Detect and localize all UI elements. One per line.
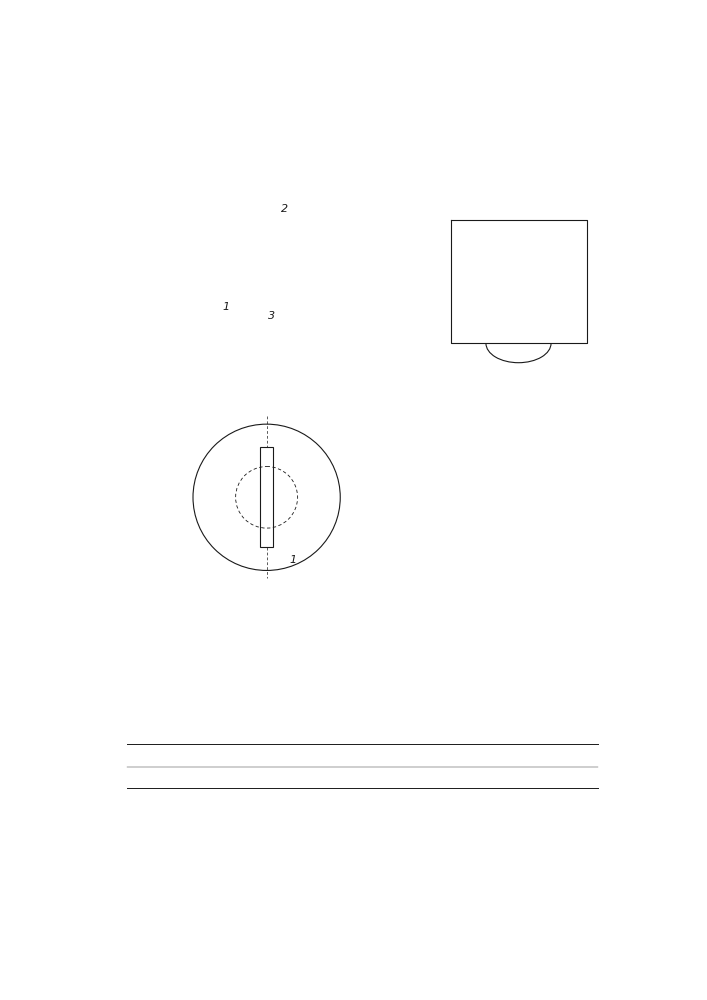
Text: А - А: А - А xyxy=(251,402,282,415)
Text: Москва, Ж-35, Раушская наб., д. 4/5: Москва, Ж-35, Раушская наб., д. 4/5 xyxy=(276,776,448,785)
Text: г. Донецк, ул. газеты «Социалистический Донбасс», 26.: г. Донецк, ул. газеты «Социалистический … xyxy=(228,802,496,812)
Text: 2: 2 xyxy=(591,261,598,271)
Text: Составитель А. Скоморохов: Составитель А. Скоморохов xyxy=(291,732,433,740)
Text: 258100: 258100 xyxy=(330,145,394,159)
Bar xyxy=(559,326,587,343)
Text: А: А xyxy=(188,252,197,265)
Bar xyxy=(279,447,308,547)
Text: 1: 1 xyxy=(223,302,230,312)
Polygon shape xyxy=(272,300,279,312)
Text: 3: 3 xyxy=(268,311,275,321)
Text: 1: 1 xyxy=(290,555,297,565)
Bar xyxy=(451,242,478,326)
Polygon shape xyxy=(289,300,296,312)
Bar xyxy=(559,242,587,326)
Text: Б - Б: Б - Б xyxy=(463,200,493,213)
Bar xyxy=(223,222,346,314)
Text: Редактор А. Бер: Редактор А. Бер xyxy=(158,748,235,757)
Circle shape xyxy=(193,424,340,570)
Circle shape xyxy=(296,249,334,287)
Bar xyxy=(226,447,255,547)
Bar xyxy=(189,447,344,547)
Text: А: А xyxy=(372,252,380,265)
Text: Типография издательства «Радянська Донеччина»,: Типография издательства «Радянська Донеч… xyxy=(238,793,486,802)
Text: б: б xyxy=(271,332,279,345)
Text: 3: 3 xyxy=(591,327,598,337)
Text: 1: 1 xyxy=(561,332,568,342)
Bar xyxy=(260,447,273,547)
Text: Подписное: Подписное xyxy=(511,758,564,767)
Text: ЦНИИПИ Комитета по делам изобретений и открытий при Совете Министров СССР: ЦНИИПИ Комитета по делам изобретений и о… xyxy=(158,767,566,777)
Text: 2: 2 xyxy=(281,204,288,214)
Bar xyxy=(209,209,360,328)
Text: Корректор В. И. Жолудева: Корректор В. И. Жолудева xyxy=(474,748,602,757)
Bar xyxy=(478,242,559,326)
Bar xyxy=(451,326,478,343)
Bar xyxy=(279,230,289,306)
Bar xyxy=(478,326,559,343)
Bar xyxy=(451,220,587,242)
Circle shape xyxy=(233,249,272,287)
Bar xyxy=(507,242,530,296)
Text: Заказ 4959: Заказ 4959 xyxy=(158,758,211,767)
Text: б: б xyxy=(271,191,279,204)
Text: Техред Т. П. Курилко: Техред Т. П. Курилко xyxy=(278,748,380,757)
Text: Тираж 480: Тираж 480 xyxy=(303,758,354,767)
